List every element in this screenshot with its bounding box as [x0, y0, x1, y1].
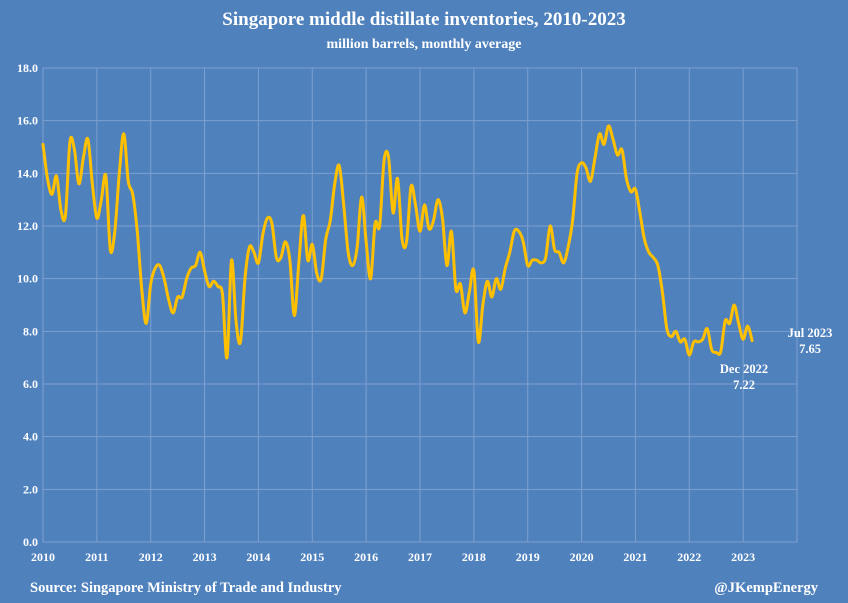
annotation-jul-2023-value: 7.65	[799, 342, 821, 356]
y-tick-label: 8.0	[23, 324, 38, 338]
y-tick-label: 12.0	[17, 219, 38, 233]
y-tick-label: 10.0	[17, 272, 38, 286]
y-tick-label: 14.0	[17, 166, 38, 180]
y-tick-label: 6.0	[23, 377, 38, 391]
source-note: Source: Singapore Ministry of Trade and …	[30, 580, 342, 596]
annotations: Jul 2023 7.65 Dec 2022 7.22	[720, 326, 833, 392]
annotation-jul-2023-label: Jul 2023	[788, 326, 833, 340]
x-tick-label: 2019	[516, 550, 540, 564]
x-tick-label: 2017	[408, 550, 432, 564]
x-tick-label: 2021	[623, 550, 647, 564]
x-tick-label: 2010	[31, 550, 55, 564]
credit-handle: @JKempEnergy	[714, 580, 818, 596]
y-tick-label: 4.0	[23, 430, 38, 444]
chart-subtitle: million barrels, monthly average	[327, 37, 522, 52]
x-tick-label: 2012	[139, 550, 163, 564]
annotation-dec-2022-value: 7.22	[733, 378, 755, 392]
x-tick-label: 2015	[300, 550, 324, 564]
chart-title: Singapore middle distillate inventories,…	[222, 9, 625, 30]
y-tick-label: 0.0	[23, 535, 38, 549]
x-tick-label: 2011	[85, 550, 108, 564]
y-axis-ticks: 0.0 2.0 4.0 6.0 8.0 10.0 12.0 14.0 16.0 18.0	[17, 61, 38, 549]
x-tick-label: 2022	[677, 550, 701, 564]
x-axis-ticks: 2010 2011 2012 2013 2014 2015 2016 2017 2018 2019…	[31, 550, 755, 564]
x-tick-label: 2016	[354, 550, 378, 564]
x-tick-label: 2013	[193, 550, 217, 564]
y-tick-label: 16.0	[17, 114, 38, 128]
grid	[42, 67, 798, 543]
annotation-dec-2022-label: Dec 2022	[720, 362, 768, 376]
x-tick-label: 2023	[731, 550, 755, 564]
series-line	[41, 124, 754, 360]
x-tick-label: 2018	[462, 550, 486, 564]
x-tick-label: 2014	[246, 550, 270, 564]
series-layer	[41, 124, 754, 360]
y-tick-label: 18.0	[17, 61, 38, 75]
y-tick-label: 2.0	[23, 482, 38, 496]
x-tick-label: 2020	[570, 550, 594, 564]
